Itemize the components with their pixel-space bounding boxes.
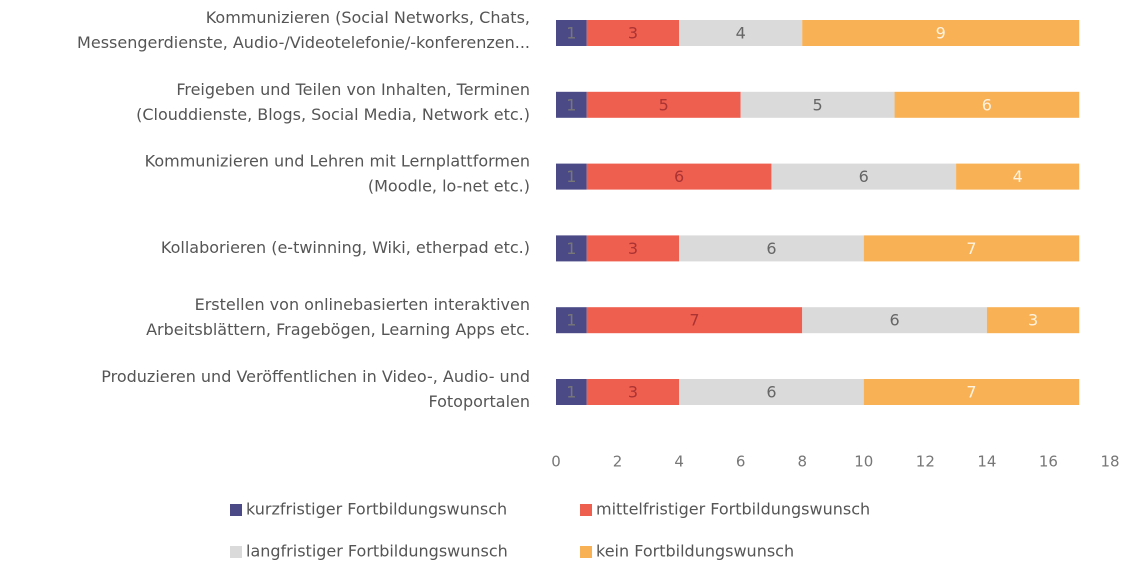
data-label: 6 xyxy=(766,239,776,258)
bar-segment xyxy=(586,163,772,190)
bar-segment xyxy=(586,20,680,46)
x-tick-label: 0 xyxy=(551,453,561,471)
category-label: Kommunizieren und Lehren mit Lernplattfo… xyxy=(145,152,530,171)
bar-segment xyxy=(802,20,1080,46)
data-label: 4 xyxy=(1013,167,1023,186)
legend-label: langfristiger Fortbildungswunsch xyxy=(246,542,508,561)
bar-segment xyxy=(556,235,587,262)
bar-segment xyxy=(679,20,803,46)
x-tick-label: 16 xyxy=(1039,453,1058,471)
x-tick-label: 6 xyxy=(736,453,746,471)
data-label: 1 xyxy=(566,95,576,114)
data-label: 1 xyxy=(566,311,576,330)
bar-segment xyxy=(679,235,864,262)
category-label: Produzieren und Veröffentlichen in Video… xyxy=(101,367,530,386)
data-label: 1 xyxy=(566,24,576,43)
x-tick-label: 14 xyxy=(977,453,996,471)
bar-segment xyxy=(586,307,803,334)
legend-swatch xyxy=(580,504,592,516)
data-label: 7 xyxy=(966,383,976,402)
category-label: Freigeben und Teilen von Inhalten, Termi… xyxy=(176,80,530,99)
category-label: Messengerdienste, Audio-/Videotelefonie/… xyxy=(77,33,530,52)
data-label: 5 xyxy=(813,95,823,114)
data-label: 3 xyxy=(628,383,638,402)
data-label: 6 xyxy=(674,167,684,186)
data-label: 1 xyxy=(566,383,576,402)
data-label: 6 xyxy=(859,167,869,186)
bar-segment xyxy=(679,379,864,405)
legend-label: mittelfristiger Fortbildungswunsch xyxy=(596,500,870,519)
data-label: 1 xyxy=(566,239,576,258)
x-tick-label: 18 xyxy=(1100,453,1119,471)
legend-swatch xyxy=(580,546,592,558)
category-label: Kommunizieren (Social Networks, Chats, xyxy=(206,8,530,27)
x-tick-label: 2 xyxy=(613,453,623,471)
legend-label: kein Fortbildungswunsch xyxy=(596,542,794,561)
bar-segment xyxy=(894,91,1080,118)
x-tick-label: 8 xyxy=(797,453,807,471)
bar-segment xyxy=(586,91,741,118)
bar-segment xyxy=(802,307,987,334)
bar-segment xyxy=(863,235,1080,262)
bar-segment xyxy=(956,163,1080,190)
legend-swatch xyxy=(230,546,242,558)
legend-swatch xyxy=(230,504,242,516)
category-label: Kollaborieren (e-twinning, Wiki, etherpa… xyxy=(161,238,530,257)
bar-segment xyxy=(771,163,957,190)
category-label: (Clouddienste, Blogs, Social Media, Netw… xyxy=(136,105,530,124)
bar-segment xyxy=(863,379,1080,405)
data-label: 6 xyxy=(889,311,899,330)
bar-segment xyxy=(740,91,895,118)
category-label: (Moodle, lo-net etc.) xyxy=(368,177,530,196)
data-label: 9 xyxy=(936,24,946,43)
bar-segment xyxy=(556,163,587,190)
bar-segment xyxy=(586,235,680,262)
bar-segment xyxy=(556,91,587,118)
data-label: 5 xyxy=(659,95,669,114)
bar-segment xyxy=(556,20,587,46)
legend-label: kurzfristiger Fortbildungswunsch xyxy=(246,500,507,519)
bar-segment xyxy=(556,379,587,405)
x-tick-label: 12 xyxy=(916,453,935,471)
data-label: 3 xyxy=(1028,311,1038,330)
category-label: Fotoportalen xyxy=(428,392,530,411)
data-label: 3 xyxy=(628,24,638,43)
category-label: Erstellen von onlinebasierten interaktiv… xyxy=(195,295,530,314)
x-tick-label: 10 xyxy=(854,453,873,471)
data-label: 3 xyxy=(628,239,638,258)
data-label: 1 xyxy=(566,167,576,186)
data-label: 7 xyxy=(966,239,976,258)
data-label: 7 xyxy=(689,311,699,330)
data-label: 6 xyxy=(982,95,992,114)
data-label: 4 xyxy=(736,24,746,43)
bar-segment xyxy=(986,307,1080,334)
x-tick-label: 4 xyxy=(674,453,684,471)
bar-segment xyxy=(586,379,680,405)
data-label: 6 xyxy=(766,383,776,402)
category-label: Arbeitsblättern, Fragebögen, Learning Ap… xyxy=(146,320,530,339)
bar-segment xyxy=(556,307,587,334)
